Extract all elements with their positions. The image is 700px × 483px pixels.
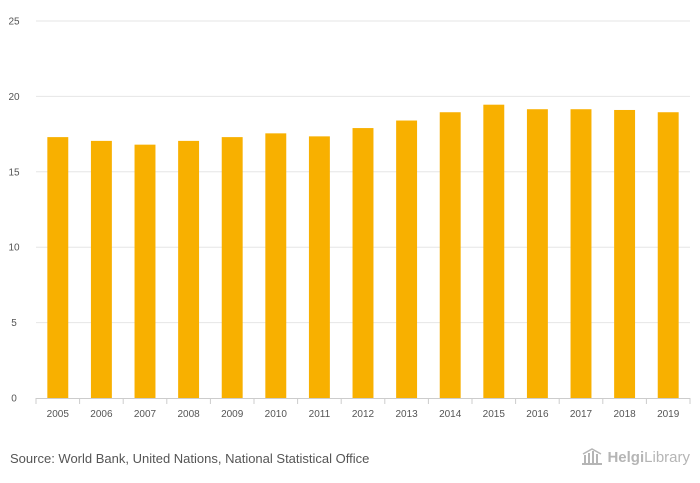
bar-2009[interactable] <box>221 137 243 398</box>
bar-2015[interactable] <box>483 104 505 398</box>
x-tick-label: 2011 <box>309 409 331 420</box>
bar-2019[interactable] <box>657 112 679 398</box>
source-note: Source: World Bank, United Nations, Nati… <box>10 451 370 466</box>
x-tick-label: 2018 <box>613 409 636 420</box>
x-tick-label: 2012 <box>352 409 375 420</box>
y-tick-label: 15 <box>8 167 20 178</box>
y-tick-label: 25 <box>8 17 20 28</box>
bars <box>47 104 679 399</box>
bar-2014[interactable] <box>439 112 461 398</box>
x-tick-label: 2014 <box>439 409 462 420</box>
logo-prefix: Helgi <box>607 448 645 466</box>
y-tick-label: 20 <box>8 92 20 103</box>
x-tick-label: 2019 <box>657 409 680 420</box>
bar-2018[interactable] <box>614 109 636 399</box>
x-tick-label: 2007 <box>134 409 157 420</box>
bar-2012[interactable] <box>352 128 374 398</box>
y-tick-label: 0 <box>11 394 17 405</box>
y-tick-label: 10 <box>8 243 20 254</box>
y-tick-label: 5 <box>11 318 17 329</box>
bar-2010[interactable] <box>265 133 287 398</box>
logo-suffix: Library <box>644 448 690 466</box>
bar-2016[interactable] <box>526 109 548 398</box>
bar-2017[interactable] <box>570 109 592 398</box>
bar-2006[interactable] <box>90 140 112 399</box>
x-tick-label: 2010 <box>265 409 288 420</box>
x-tick-label: 2008 <box>177 409 200 420</box>
x-axis: 2005 2006 2007 2008 2009 2010 2011 2012 2013 2014… <box>35 398 691 420</box>
x-tick-label: 2015 <box>483 409 506 420</box>
bar-2011[interactable] <box>308 136 330 398</box>
bar-2005[interactable] <box>47 137 69 398</box>
bar-2008[interactable] <box>178 140 200 399</box>
x-tick-label: 2005 <box>47 409 70 420</box>
x-tick-label: 2017 <box>570 409 593 420</box>
y-axis: 0 5 10 15 20 25 <box>8 17 20 405</box>
bar-2013[interactable] <box>396 120 418 398</box>
chart-footer: Source: World Bank, United Nations, Nati… <box>0 440 700 483</box>
x-tick-label: 2013 <box>395 409 418 420</box>
library-building-icon <box>582 448 603 465</box>
helgi-library-logo[interactable]: HelgiLibrary <box>581 448 690 466</box>
x-tick-label: 2006 <box>90 409 113 420</box>
x-tick-label: 2009 <box>221 409 244 420</box>
x-tick-label: 2016 <box>526 409 549 420</box>
bar-2007[interactable] <box>134 144 156 398</box>
